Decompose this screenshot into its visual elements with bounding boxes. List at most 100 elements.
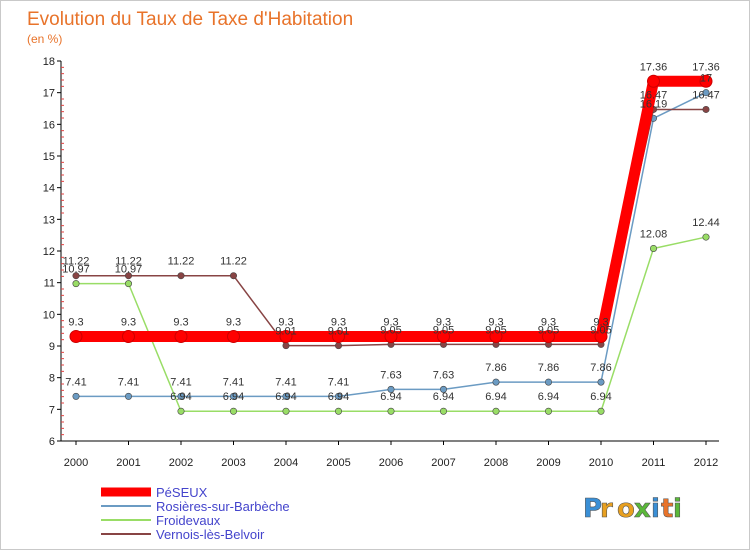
data-label: 12.08 — [640, 228, 668, 240]
series-layer — [69, 74, 713, 415]
axes: 6 7 8 9 10 11 12 13 14 15 16 17 18 2000 2001 2002 2003 20… — [43, 56, 719, 469]
data-point — [334, 342, 342, 350]
y-tick-label: 13 — [43, 214, 55, 226]
data-point — [597, 407, 605, 415]
data-point — [334, 407, 342, 415]
proxiti-logo: Pr o x i t i — [583, 494, 683, 525]
data-point — [492, 378, 500, 386]
chart-title: Evolution du Taux de Taxe d'Habitation — [27, 9, 353, 30]
y-tick-label: 18 — [43, 56, 55, 68]
data-label: 9.3 — [278, 317, 293, 329]
data-label: 9.05 — [380, 324, 401, 336]
data-label: 9.3 — [226, 317, 241, 329]
data-label: 12.44 — [692, 217, 720, 229]
logo-letter: i — [673, 494, 682, 524]
data-label: 6.94 — [328, 391, 349, 403]
data-point — [594, 330, 608, 343]
data-point — [702, 89, 710, 97]
series-line-1 — [76, 91, 707, 398]
x-tick-label: 2006 — [379, 457, 403, 469]
data-point — [334, 392, 342, 400]
data-point — [230, 407, 238, 415]
data-label: 17 — [700, 73, 712, 85]
logo-letter: t — [661, 494, 673, 524]
data-point — [437, 330, 450, 343]
data-label: 7.86 — [590, 362, 611, 374]
data-label: 9.01 — [275, 326, 296, 338]
data-point — [72, 280, 80, 288]
logo-letter: x — [634, 494, 651, 524]
data-label: 6.94 — [433, 391, 454, 403]
y-tick-label: 9 — [49, 341, 55, 353]
data-label: 7.41 — [170, 376, 191, 388]
y-tick-label: 11 — [44, 278, 55, 290]
legend-label: Vernois-lès-Belvoir — [156, 527, 265, 542]
data-point — [384, 330, 398, 343]
data-label: 9.3 — [488, 317, 503, 329]
data-point — [597, 378, 605, 386]
x-tick-label: 2001 — [116, 457, 140, 469]
data-point — [174, 330, 188, 343]
data-label: 9.3 — [593, 317, 608, 329]
data-point — [282, 407, 290, 415]
data-point — [489, 330, 503, 343]
data-label: 11.22 — [168, 256, 195, 268]
y-tick-label: 8 — [49, 373, 55, 385]
y-tick-label: 6 — [49, 436, 55, 448]
logo-letter: o — [617, 494, 635, 524]
y-tick-label: 12 — [43, 246, 55, 258]
x-tick-label: 2010 — [589, 457, 613, 469]
data-point — [125, 392, 133, 400]
data-point — [177, 392, 185, 400]
data-point — [699, 74, 713, 88]
y-tick-label: 7 — [49, 404, 55, 416]
data-label: 9.3 — [541, 317, 556, 329]
data-point — [649, 244, 657, 252]
data-label: 16.47 — [692, 89, 720, 101]
data-point — [282, 392, 290, 400]
y-tick-label: 17 — [43, 88, 55, 100]
data-label: 11.22 — [115, 256, 142, 268]
data-label: 9.3 — [383, 317, 398, 329]
x-tick-label: 2007 — [431, 457, 455, 469]
legend: PéSEUXRosières-sur-BarbècheFroidevauxVer… — [101, 485, 290, 542]
data-label: 9.3 — [173, 317, 188, 329]
data-point — [387, 407, 395, 415]
data-label: 9.05 — [485, 324, 506, 336]
data-label: 9.01 — [328, 326, 349, 338]
data-point — [122, 330, 135, 343]
data-label: 7.86 — [538, 362, 559, 374]
data-label: 6.94 — [590, 391, 611, 403]
data-label: 9.05 — [538, 324, 559, 336]
data-point — [439, 385, 447, 393]
legend-label: PéSEUX — [156, 485, 208, 500]
data-label: 11.22 — [63, 256, 90, 268]
data-point — [387, 385, 395, 393]
data-point — [282, 342, 290, 350]
data-label: 16.19 — [640, 98, 668, 110]
data-label: 6.94 — [380, 391, 401, 403]
data-point — [227, 330, 240, 343]
data-labels: 7.41 7.41 7.41 7.41 7.41 7.41 7.63 7.63 7.86 7.86… — [62, 61, 720, 403]
x-tick-label: 2011 — [642, 457, 666, 469]
legend-label: Rosières-sur-Barbèche — [156, 499, 290, 514]
y-tick-label: 14 — [43, 183, 55, 195]
data-point — [332, 330, 345, 343]
x-tick-label: 2012 — [694, 457, 718, 469]
data-label: 7.86 — [485, 362, 506, 374]
data-point — [230, 272, 238, 280]
data-label: 6.94 — [485, 391, 506, 403]
data-label: 7.41 — [328, 376, 349, 388]
data-point — [72, 392, 80, 400]
x-tick-label: 2008 — [484, 457, 508, 469]
data-point — [439, 407, 447, 415]
data-label: 11.22 — [220, 256, 247, 268]
data-label: 9.3 — [68, 317, 83, 329]
data-point — [279, 330, 293, 343]
data-label: 17.36 — [640, 61, 668, 73]
data-point — [69, 330, 83, 343]
data-label: 16.47 — [640, 89, 668, 101]
data-label: 9.3 — [331, 317, 346, 329]
